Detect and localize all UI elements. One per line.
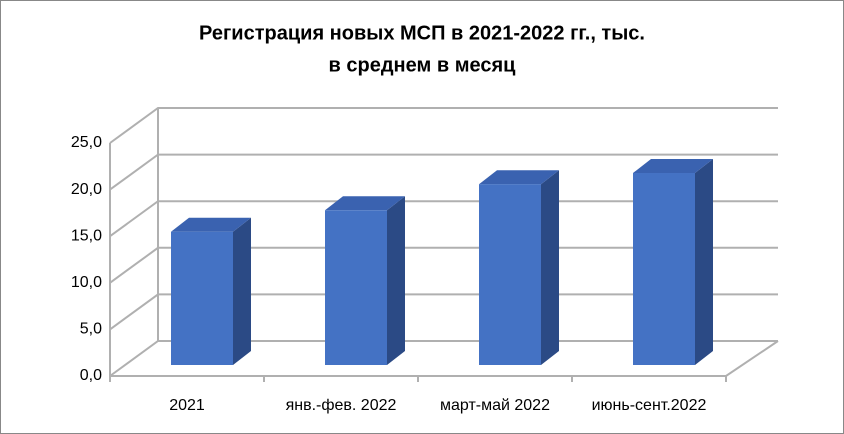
y-tick-label: 25,0 (71, 134, 102, 151)
x-tick-label: 2021 (169, 397, 205, 414)
bar-top (325, 196, 405, 211)
y-tick-label: 15,0 (71, 227, 102, 244)
bar (479, 184, 541, 365)
bar-side (233, 217, 251, 365)
y-tick-label: 0,0 (80, 367, 102, 384)
bar (325, 210, 387, 365)
chart-title: в среднем в месяц (329, 54, 517, 76)
y-tick-label: 20,0 (71, 181, 102, 198)
y-tick-label: 5,0 (80, 321, 102, 338)
bar (171, 231, 233, 365)
bar (633, 173, 695, 365)
bar-top (633, 159, 713, 174)
bar-side (387, 196, 405, 365)
chart-title: Регистрация новых МСП в 2021-2022 гг., т… (199, 22, 645, 44)
x-tick-label: янв.-фев. 2022 (286, 397, 397, 414)
bar-side (695, 159, 713, 365)
bar-top (479, 170, 559, 185)
bar-side (541, 170, 559, 365)
bar-top (171, 217, 251, 232)
x-tick-label: март-май 2022 (440, 397, 550, 414)
x-tick-label: июнь-сент.2022 (592, 397, 707, 414)
y-tick-label: 10,0 (71, 274, 102, 291)
